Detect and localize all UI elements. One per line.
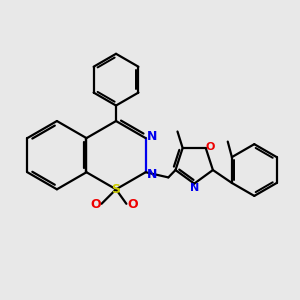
Text: O: O [205,142,214,152]
Text: S: S [112,183,121,196]
Text: N: N [147,168,157,181]
Text: N: N [190,183,199,193]
Text: O: O [127,198,138,211]
Text: N: N [147,130,157,142]
Text: O: O [90,198,101,211]
